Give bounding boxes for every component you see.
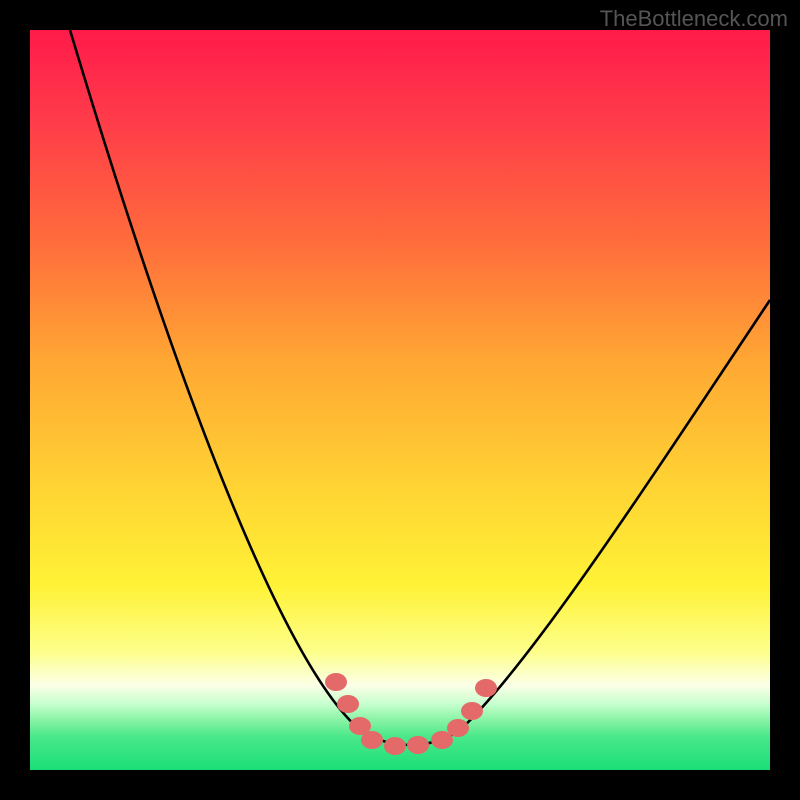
curve-marker [475, 679, 497, 697]
curve-marker [384, 737, 406, 755]
curve-marker [337, 695, 359, 713]
chart-plot-area [30, 30, 770, 770]
bottleneck-chart [0, 0, 800, 800]
curve-marker [407, 736, 429, 754]
chart-container: TheBottleneck.com [0, 0, 800, 800]
curve-marker [447, 719, 469, 737]
curve-marker [361, 731, 383, 749]
watermark-text: TheBottleneck.com [600, 6, 788, 32]
curve-marker [461, 702, 483, 720]
curve-marker [325, 673, 347, 691]
